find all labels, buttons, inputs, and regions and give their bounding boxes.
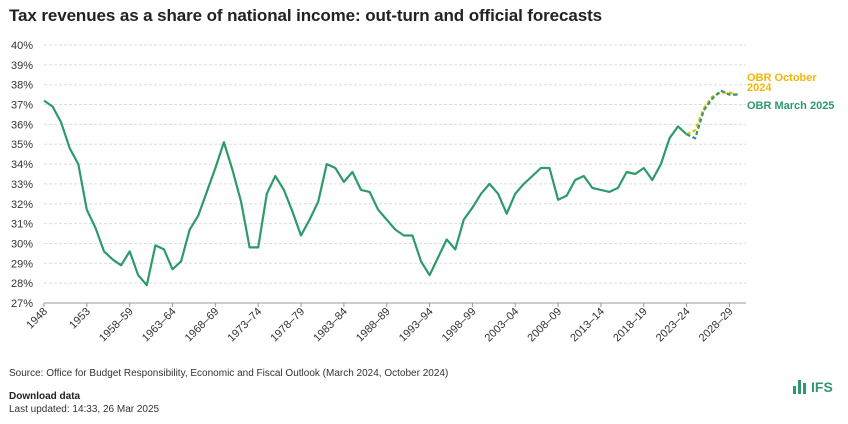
series-lines <box>43 89 739 287</box>
y-tick-label: 36% <box>11 119 33 131</box>
logo-bar-icon <box>793 386 796 394</box>
last-updated-note: Last updated: 14:33, 26 Mar 2025 <box>9 404 160 415</box>
x-tick-label: 1973–74 <box>226 306 265 345</box>
ifs-logo: IFS <box>793 380 833 394</box>
x-tick-label: 1978–79 <box>268 306 307 345</box>
outturn-line <box>43 99 688 287</box>
x-axis-ticks: 1948 1953 1958–59 1963–64 1968–69 1973–74 1978… <box>24 303 736 345</box>
x-tick-label: 2028–29 <box>697 306 736 345</box>
logo-text: IFS <box>811 379 833 395</box>
x-tick-label: 1968–69 <box>183 306 222 345</box>
label-obr-march-2025: OBR March 2025 <box>747 100 834 112</box>
y-tick-label: 38% <box>11 80 33 92</box>
y-tick-label: 40% <box>11 40 33 52</box>
x-tick-label: 1983–84 <box>311 306 350 345</box>
x-tick-label: 1998–99 <box>440 306 479 345</box>
y-tick-label: 28% <box>11 278 33 290</box>
series-labels: OBR October 2024 OBR March 2025 <box>747 72 834 112</box>
logo-bar-icon <box>798 380 801 394</box>
x-tick-label: 1963–64 <box>140 306 179 345</box>
download-data-link[interactable]: Download data <box>9 391 81 402</box>
x-tick-label: 1988–89 <box>354 306 393 345</box>
obr-october-2024-line <box>686 91 739 136</box>
x-tick-label: 1953 <box>67 306 93 332</box>
y-tick-label: 27% <box>11 298 33 310</box>
gridlines <box>44 44 746 304</box>
y-tick-label: 33% <box>11 179 33 191</box>
x-tick-label: 1958–59 <box>97 306 136 345</box>
chart-title: Tax revenues as a share of national inco… <box>9 6 603 25</box>
x-tick-label: 2023–24 <box>654 306 693 345</box>
line-chart: 27% 28% 29% 30% 31% 32% 33% 34% 35% 36% 37% 38% 39% 4… <box>11 40 834 345</box>
x-tick-label: 1993–94 <box>397 306 436 345</box>
y-tick-label: 32% <box>11 199 33 211</box>
source-note: Source: Office for Budget Responsibility… <box>9 368 449 379</box>
y-tick-label: 30% <box>11 238 33 250</box>
y-axis-ticks: 27% 28% 29% 30% 31% 32% 33% 34% 35% 36% 37% 38% 39% 4… <box>11 40 33 310</box>
y-tick-label: 39% <box>11 60 33 72</box>
x-tick-label: 2018–19 <box>611 306 650 345</box>
x-tick-label: 2008–09 <box>525 306 564 345</box>
y-tick-label: 31% <box>11 219 33 231</box>
obr-march-2025-line <box>686 89 738 140</box>
y-tick-label: 34% <box>11 159 33 171</box>
y-tick-label: 37% <box>11 100 33 112</box>
y-tick-label: 35% <box>11 139 33 151</box>
y-tick-label: 29% <box>11 258 33 270</box>
x-tick-label: 2003–04 <box>483 306 522 345</box>
x-tick-label: 2013–14 <box>568 306 607 345</box>
label-obr-october-2024: OBR October 2024 <box>747 72 817 94</box>
logo-bar-icon <box>803 383 806 394</box>
